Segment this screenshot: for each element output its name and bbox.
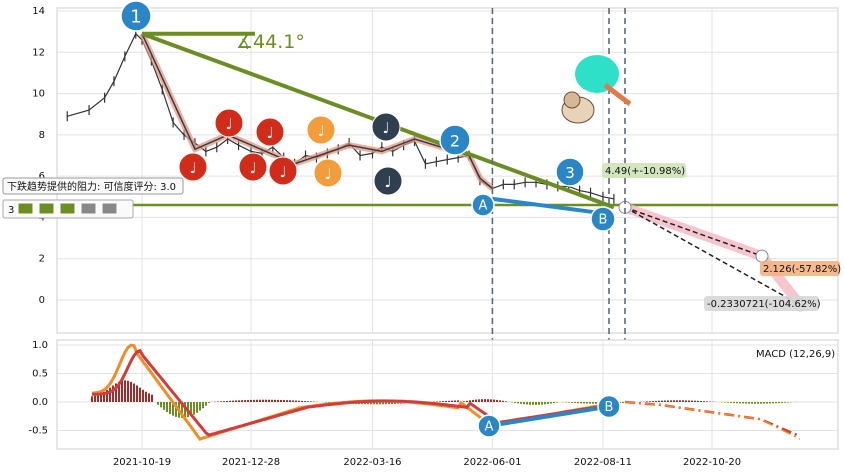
- x-tick-label: 2021-10-19: [113, 457, 171, 468]
- wave-marker-3-label: 3: [565, 164, 575, 182]
- resistance-note: 下跌趋势提供的阻力: 可信度评分: 3.0: [7, 180, 176, 193]
- signal-projection: [624, 401, 801, 440]
- point-marker-b-label: B: [599, 213, 608, 228]
- x-tick-label: 2022-10-20: [683, 457, 741, 468]
- macd-panel: 1.0 0.5 0.0 -0.5 A B: [28, 339, 839, 450]
- macd-point-marker-label: A: [485, 419, 494, 434]
- macd-point-marker-label: B: [605, 400, 614, 415]
- music-note-icon: [178, 152, 208, 182]
- music-note-glyph: ♩: [225, 115, 232, 133]
- x-tick-label: 2022-08-11: [574, 457, 632, 468]
- macd-legend: MACD (12,26,9): [756, 349, 835, 360]
- y-tick-label: 14: [32, 6, 45, 17]
- projection-label-1: 4.49(+-10.98%): [605, 166, 685, 177]
- y-tick-label: 2: [39, 254, 45, 265]
- projection-label-3-bg: [704, 296, 819, 311]
- music-note-icon: [238, 152, 268, 182]
- rating-star-icon: [38, 202, 55, 215]
- music-note-glyph: ♩: [189, 159, 196, 177]
- resistance-note-box: [2, 177, 184, 195]
- music-note-icon: [373, 166, 403, 196]
- macd-y-tick-label: 0.0: [32, 397, 48, 408]
- music-note-icon: [255, 117, 285, 147]
- projection-point: [755, 249, 769, 263]
- music-note-glyph: ♩: [266, 124, 273, 142]
- ab-line: [492, 196, 604, 216]
- music-note-glyph: ♩: [384, 173, 391, 191]
- wave-marker-3: [555, 157, 585, 187]
- music-note-glyph: ♩: [382, 119, 389, 137]
- projection-line-2: [624, 206, 801, 306]
- macd-point-marker: [477, 414, 501, 438]
- music-note-glyph: ♩: [279, 163, 286, 181]
- macd-y-tick-label: -0.5: [28, 426, 48, 437]
- rating-star-icon: [17, 202, 34, 215]
- y-tick-label: 8: [39, 130, 45, 141]
- annotation-overlay: ∡44.1° MACD (12,26,9): [236, 31, 835, 360]
- music-note-icon: [214, 108, 244, 138]
- rating-star-icon: [101, 202, 118, 215]
- music-note-icon: [313, 158, 343, 188]
- wave-marker-1: [120, 0, 152, 32]
- rating-value: 3: [8, 205, 14, 216]
- fan-icon: [575, 55, 619, 93]
- projection-line-1: [624, 206, 763, 257]
- wave-marker-1-label: 1: [130, 7, 141, 28]
- macd-point-marker: [597, 394, 621, 419]
- angle-label: ∡44.1°: [236, 31, 305, 53]
- music-note-glyph: ♩: [324, 165, 331, 183]
- y-tick-label: 10: [32, 89, 45, 100]
- projection-label-2-bg: [760, 261, 840, 276]
- wave-marker-2: [439, 124, 471, 156]
- music-note-icon: [268, 156, 298, 186]
- macd-y-tick-label: 0.5: [32, 369, 48, 380]
- fan-handle-icon: [603, 83, 632, 106]
- music-note-icon: [306, 115, 336, 145]
- point-marker-a-label: A: [479, 199, 488, 214]
- rating-star-icon: [80, 202, 97, 215]
- price-panel: 02468101214♩♩♩♩♩♩♩♩♩123AB4.49(+-10.98%)2…: [2, 0, 841, 449]
- music-note-icon: [371, 112, 401, 142]
- music-note-glyph: ♩: [317, 122, 324, 140]
- y-tick-label: 12: [32, 47, 45, 58]
- y-tick-label: 0: [39, 295, 45, 306]
- projection-label-3: -0.2330721(-104.62%): [707, 299, 821, 310]
- y-tick-label: 6: [39, 171, 45, 182]
- price-frame: [56, 7, 839, 334]
- point-marker-a: [471, 193, 495, 217]
- x-tick-label: 2021-12-28: [222, 457, 280, 468]
- wave-marker-2-label: 2: [450, 132, 460, 151]
- macd-ab-line: [488, 404, 610, 428]
- x-tick-label: 2022-03-16: [343, 457, 401, 468]
- macd-y-tick-label: 1.0: [32, 340, 48, 351]
- point-marker-b: [590, 206, 616, 232]
- dog-head-icon: [563, 91, 581, 109]
- x-axis: 2021-10-19 2021-12-28 2022-03-16 2022-06-01…: [113, 457, 741, 468]
- x-tick-label: 2022-06-01: [463, 457, 521, 468]
- music-note-glyph: ♩: [249, 159, 256, 177]
- projection-label-1-bg: [602, 163, 686, 178]
- rating-star-icon: [59, 202, 76, 215]
- projection-label-2: 2.126(-57.82%): [763, 264, 841, 275]
- wave-line: [141, 33, 493, 190]
